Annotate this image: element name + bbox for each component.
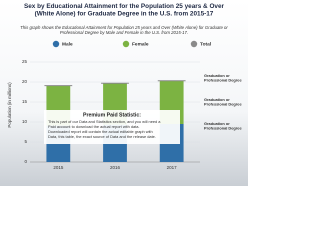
premium-text: Paid account to download the actual repo… [48,124,140,129]
chart-subtitle: This graph shows the Educational Attainm… [20,25,228,35]
annotation: Graduation or Professional Degree [204,97,242,107]
premium-text: Downloaded report will contain the actua… [48,129,153,134]
premium-text: Data, this table, the exact source of Da… [48,134,156,139]
y-tick-label: 25 [22,59,28,64]
legend-icon [122,40,130,48]
y-axis-label: Population (in millions) [7,82,12,128]
annotation: Graduation or Professional Degree [204,121,242,131]
chart-title: Sex by Educational Attainment for the Po… [24,3,225,18]
y-tick-label: 0 [24,159,27,164]
annotation: Graduation or Professional Degree [204,73,242,83]
premium-heading: Premium Paid Statistic: [83,112,141,118]
legend-label: Female [132,41,149,47]
x-tick-label: 2015 [53,165,64,170]
y-tick-label: 15 [22,99,28,104]
premium-box [44,110,180,144]
y-tick-label: 20 [22,79,28,84]
y-tick-label: 5 [24,139,27,144]
x-tick-label: 2016 [110,165,121,170]
legend-label: Male [62,41,73,47]
legend-label: Total [200,41,211,47]
premium-text: This is part of our Data and Statistics … [48,119,161,124]
chart: Sex by Educational Attainment for the Po… [0,0,248,186]
legend-icon [190,40,198,48]
x-tick-label: 2017 [167,165,178,170]
legend-icon [52,40,60,48]
y-tick-label: 10 [22,119,28,124]
